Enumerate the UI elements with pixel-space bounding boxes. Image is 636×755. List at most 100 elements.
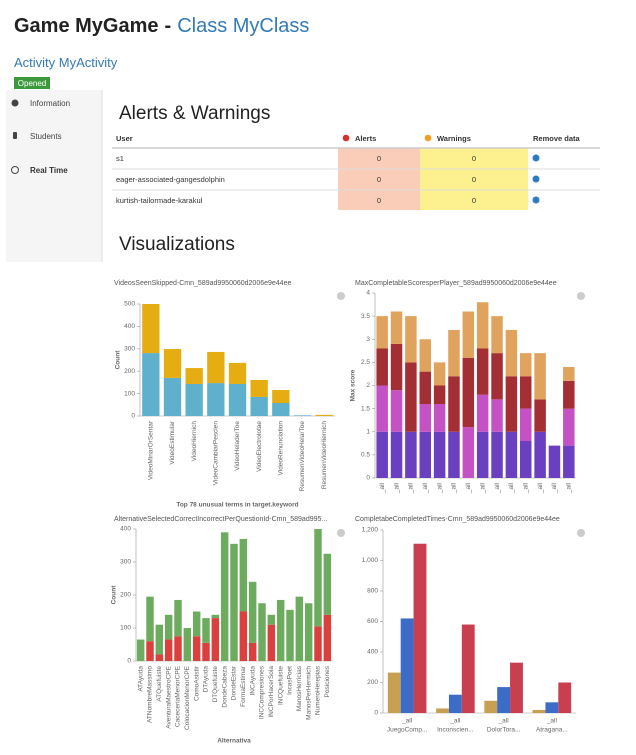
- y-tick-label: 400: [367, 649, 378, 656]
- y-tick-label: 2.5: [361, 359, 370, 366]
- bar-segment: [142, 353, 160, 416]
- bar-segment: [534, 353, 546, 400]
- y-tick-label: 100: [124, 390, 135, 397]
- y-tick-label: 3: [366, 336, 370, 343]
- activity-link[interactable]: Activity MyActivity: [14, 55, 118, 70]
- bar-segment: [267, 624, 276, 661]
- options-icon[interactable]: [577, 292, 585, 300]
- title-separator: -: [165, 15, 172, 37]
- y-tick-label: 0: [127, 658, 131, 665]
- y-tick-label: 3.5: [361, 313, 370, 320]
- bar-segment: [534, 431, 546, 478]
- bar-segment: [295, 596, 304, 661]
- bar-segment: [304, 603, 313, 661]
- bar-segment: [267, 614, 276, 625]
- class-link[interactable]: Class MyClass: [177, 15, 309, 37]
- x-tick-label: Atragana...: [536, 727, 568, 734]
- x-tick-label: ATAyuda: [137, 666, 144, 692]
- bar-segment: [520, 353, 532, 377]
- bar-segment: [433, 362, 446, 386]
- bar-segment: [207, 383, 225, 416]
- sidebar: [6, 90, 102, 262]
- x-tick-label: _all: [401, 718, 413, 725]
- charts: VideosSeenSkipped-Cmn_589ad9950060d2006e…: [111, 280, 576, 745]
- x-tick-label: ManosHerricias: [296, 665, 303, 711]
- bar-segment: [476, 394, 489, 432]
- sidebar-item[interactable]: Real Time: [30, 166, 68, 175]
- column-header: User: [116, 134, 133, 143]
- bar-segment: [174, 599, 182, 637]
- remove-button[interactable]: [532, 154, 540, 162]
- bar-segment: [142, 304, 160, 354]
- bar-segment: [286, 609, 294, 661]
- bar: [400, 618, 414, 713]
- y-tick-label: 400: [120, 526, 131, 533]
- remove-button[interactable]: [532, 175, 540, 183]
- bar-segment: [250, 396, 268, 416]
- user-cell: eager-associated-gangesdolphin: [116, 175, 225, 184]
- options-icon[interactable]: [337, 292, 345, 300]
- bar-segment: [448, 431, 460, 478]
- x-tick-label: AventuraMaestroCPE: [165, 665, 172, 728]
- x-tick-label: IncasPoet: [287, 666, 294, 695]
- bar-segment: [563, 408, 575, 446]
- bar-segment: [272, 390, 290, 404]
- chart-title: CompletabeCompletedTimes-Cmn_589ad995006…: [355, 516, 560, 523]
- bar-segment: [448, 330, 460, 377]
- x-tick-label: FormaEstimar: [240, 665, 247, 707]
- chart-title: MaxCompletableScoresperPlayer_589ad99500…: [355, 280, 557, 287]
- bar-segment: [376, 316, 388, 349]
- bar-segment: [248, 581, 257, 643]
- options-icon[interactable]: [337, 529, 345, 537]
- y-tick-label: 800: [367, 588, 378, 595]
- status-badge: [14, 77, 50, 89]
- bar-segment: [207, 351, 225, 384]
- bar-segment: [376, 431, 388, 478]
- bar-segment: [491, 399, 503, 432]
- bar-segment: [419, 431, 431, 478]
- column-header: Warnings: [437, 134, 471, 143]
- bar-segment: [276, 599, 285, 661]
- x-tick-label: ATQuefuiste: [156, 666, 163, 702]
- x-tick-label: VideoHeladerToe: [234, 421, 241, 471]
- bar: [532, 709, 546, 713]
- warnings-cell: 0: [472, 154, 476, 163]
- x-tick-label: _all: [537, 482, 544, 494]
- bar-segment: [390, 431, 403, 478]
- x-tick-label: INCAyuda: [249, 666, 256, 696]
- x-tick-label: CaceceriaMenorCPE: [175, 665, 182, 727]
- x-tick-label: _all: [451, 482, 458, 494]
- bar-segment: [476, 431, 489, 478]
- bar: [448, 694, 462, 713]
- y-axis-label: Max score: [350, 369, 357, 401]
- bar-segment: [314, 626, 322, 661]
- options-icon[interactable]: [577, 529, 585, 537]
- x-axis-label: Top 78 unusual terms in target.keyword: [176, 502, 298, 509]
- bar-segment: [376, 348, 388, 386]
- sidebar-item[interactable]: Information: [30, 99, 70, 108]
- bar-segment: [323, 614, 332, 661]
- bar-segment: [293, 415, 312, 416]
- bar: [461, 624, 475, 713]
- y-tick-label: 1,000: [362, 557, 379, 564]
- bar-segment: [163, 377, 182, 416]
- bar-segment: [228, 383, 247, 416]
- alerts-cell: 0: [377, 175, 381, 184]
- x-tick-label: ResumenVideoHiernich: [321, 421, 328, 490]
- bar-segment: [505, 376, 518, 432]
- x-axis-label: Alternativa: [217, 738, 251, 745]
- x-tick-label: _all: [508, 482, 515, 494]
- y-tick-label: 2: [366, 382, 370, 389]
- x-tick-label: _all: [465, 482, 472, 494]
- bar-segment: [491, 431, 503, 478]
- remove-button[interactable]: [532, 196, 540, 204]
- y-tick-label: 0: [366, 475, 370, 482]
- y-tick-label: 1,200: [362, 527, 379, 534]
- clock-icon: [11, 166, 19, 174]
- x-tick-label: INCCompresiones: [259, 665, 266, 719]
- info-icon: [11, 99, 19, 107]
- bar-segment: [390, 343, 403, 391]
- bar-segment: [228, 362, 247, 384]
- bar-segment: [419, 404, 431, 432]
- sidebar-item[interactable]: Students: [30, 132, 62, 141]
